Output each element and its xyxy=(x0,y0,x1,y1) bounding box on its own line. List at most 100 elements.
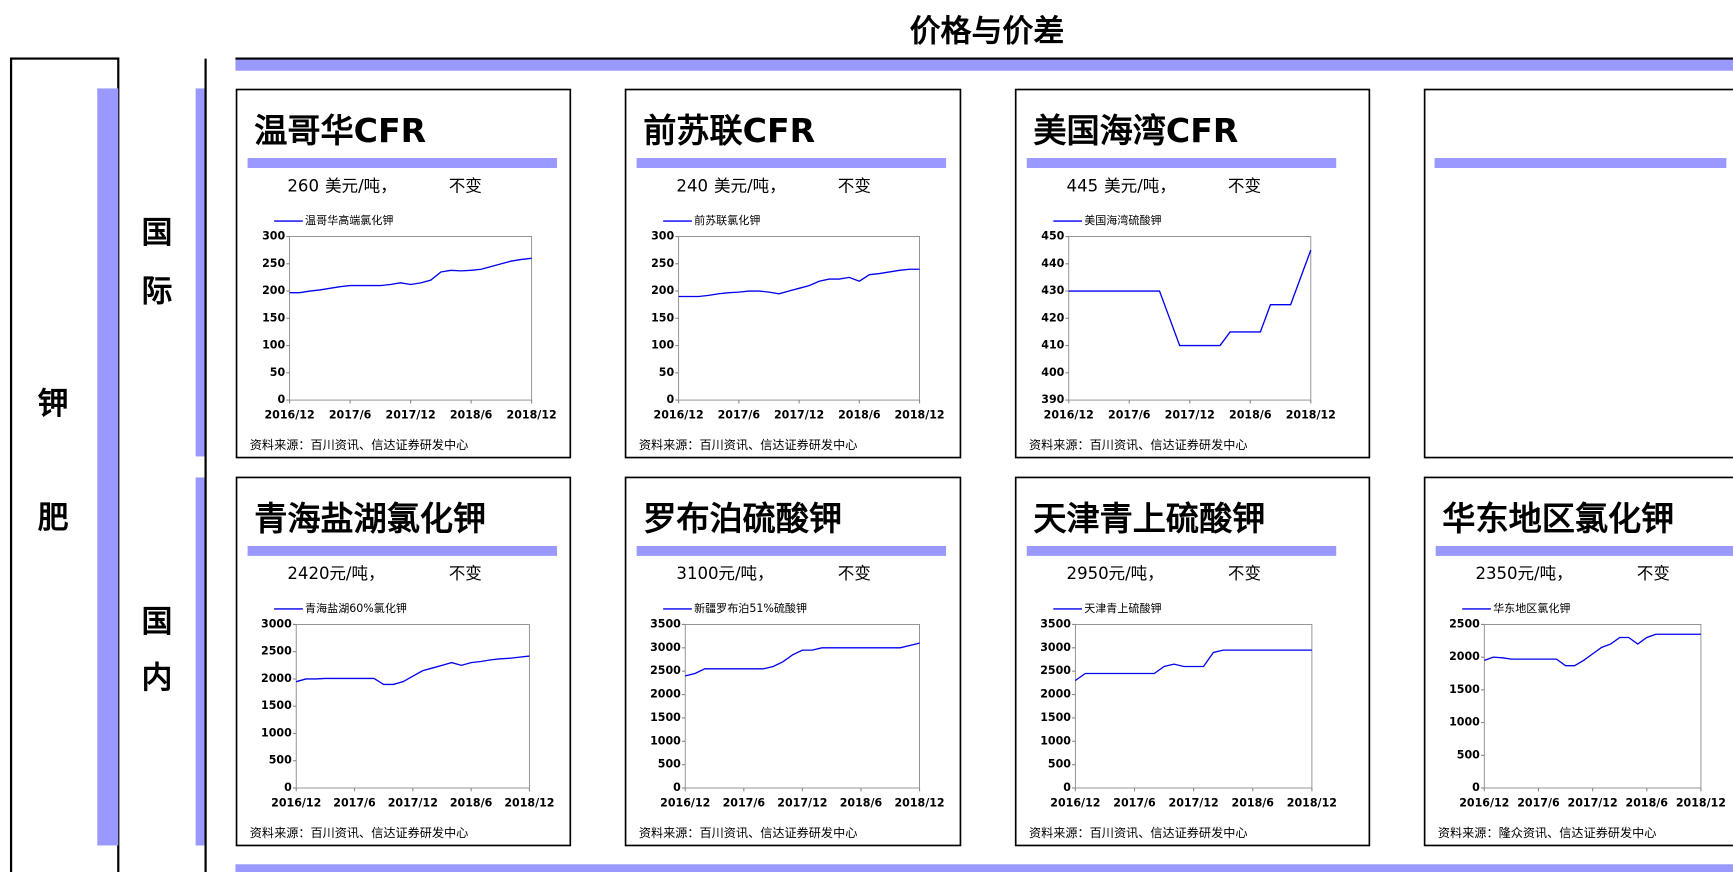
legend-label: 天津青上硫酸钾 xyxy=(1084,601,1161,615)
y-tick-label: 50 xyxy=(270,366,286,379)
change: 不变 xyxy=(1228,564,1261,583)
unit: 元/吨， xyxy=(329,564,384,583)
x-tick-label: 2016/12 xyxy=(1050,796,1100,809)
x-tick-label: 2017/6 xyxy=(1517,796,1560,809)
panel-band xyxy=(247,158,558,168)
x-tick-label: 2017/6 xyxy=(1108,409,1151,422)
legend-label: 华东地区氯化钾 xyxy=(1493,601,1570,615)
x-tick-label: 2018/6 xyxy=(450,409,493,422)
panel-title: 罗布泊硫酸钾 xyxy=(643,499,842,538)
source: 资料来源：百川资讯、信达证券研发中心 xyxy=(1029,437,1248,452)
x-tick-label: 2017/6 xyxy=(333,796,376,809)
side-band xyxy=(195,477,206,846)
source: 资料来源：隆众资讯、信达证券研发中心 xyxy=(1438,825,1657,840)
y-tick-label: 500 xyxy=(658,758,681,771)
y-tick-label: 2000 xyxy=(1449,650,1480,663)
side-band xyxy=(195,88,206,457)
x-tick-label: 2018/6 xyxy=(1229,409,1272,422)
legend-label: 新疆罗布泊51%硫酸钾 xyxy=(694,601,807,615)
x-tick-label: 2018/12 xyxy=(894,409,944,422)
bottom-band xyxy=(235,864,1733,872)
panel xyxy=(1014,476,1371,847)
y-tick-label: 150 xyxy=(262,311,285,324)
legend-label: 前苏联氯化钾 xyxy=(694,213,760,227)
y-tick-label: 0 xyxy=(277,393,285,406)
price: 240 xyxy=(676,176,708,195)
x-tick-label: 2018/6 xyxy=(450,796,493,809)
change: 不变 xyxy=(1228,176,1261,195)
panel xyxy=(624,88,962,459)
x-tick-label: 2017/12 xyxy=(386,409,436,422)
x-tick-label: 2018/12 xyxy=(504,796,554,809)
series-line xyxy=(1074,649,1312,682)
source: 资料来源：百川资讯、信达证券研发中心 xyxy=(639,825,858,840)
x-tick-label: 2017/12 xyxy=(774,409,824,422)
panel-band xyxy=(636,545,947,556)
price: 445 xyxy=(1067,176,1099,195)
region-label: 国 xyxy=(141,604,172,640)
panel-title: 温哥华CFR xyxy=(254,111,426,150)
panel xyxy=(1423,476,1733,847)
price: 2420 xyxy=(287,564,329,583)
category-label: 肥 xyxy=(38,500,69,536)
x-tick-label: 2018/12 xyxy=(1676,796,1726,809)
unit: 元/吨， xyxy=(718,564,773,583)
unit: 美元/吨， xyxy=(1104,176,1176,195)
page-title: 价格与价差 xyxy=(910,14,1065,50)
x-tick-label: 2017/12 xyxy=(388,796,438,809)
y-tick-label: 300 xyxy=(651,230,674,243)
y-tick-label: 0 xyxy=(1472,781,1480,794)
series-line xyxy=(685,642,920,677)
x-tick-label: 2017/12 xyxy=(1165,409,1215,422)
series-line xyxy=(296,655,530,686)
panel-band xyxy=(1434,158,1727,168)
source: 资料来源：百川资讯、信达证券研发中心 xyxy=(639,437,858,452)
unit: 元/吨， xyxy=(1517,564,1572,583)
x-tick-label: 2016/12 xyxy=(660,796,710,809)
unit: 美元/吨， xyxy=(325,176,397,195)
y-tick-label: 150 xyxy=(651,311,674,324)
x-tick-label: 2017/6 xyxy=(1113,796,1156,809)
source: 资料来源：百川资讯、信达证券研发中心 xyxy=(250,825,469,840)
change: 不变 xyxy=(449,564,482,583)
top-band xyxy=(235,58,1733,71)
x-tick-label: 2018/12 xyxy=(507,409,557,422)
y-tick-label: 3500 xyxy=(650,617,681,630)
panel-band xyxy=(1026,158,1337,168)
y-tick-label: 500 xyxy=(269,754,292,767)
x-tick-label: 2018/6 xyxy=(1232,796,1275,809)
x-tick-label: 2018/6 xyxy=(840,796,883,809)
x-tick-label: 2017/6 xyxy=(718,409,761,422)
panel-title: 华东地区氯化钾 xyxy=(1442,499,1674,538)
y-tick-label: 300 xyxy=(262,230,285,243)
y-tick-label: 250 xyxy=(262,257,285,270)
y-tick-label: 2500 xyxy=(1449,617,1480,630)
x-tick-label: 2017/12 xyxy=(1169,796,1219,809)
y-tick-label: 3500 xyxy=(1040,617,1071,630)
y-tick-label: 1000 xyxy=(1449,716,1480,729)
y-tick-label: 430 xyxy=(1041,284,1064,297)
y-tick-label: 1000 xyxy=(1040,734,1071,747)
category-label: 钾 xyxy=(38,386,69,422)
series-line xyxy=(1068,249,1312,347)
series-line xyxy=(289,257,532,294)
x-tick-label: 2018/12 xyxy=(1286,409,1336,422)
change: 不变 xyxy=(838,564,871,583)
x-tick-label: 2016/12 xyxy=(271,796,321,809)
legend-label: 温哥华高端氯化钾 xyxy=(305,213,393,227)
unit: 美元/吨， xyxy=(714,176,786,195)
side-band xyxy=(97,88,119,846)
region-label: 际 xyxy=(141,273,172,309)
change: 不变 xyxy=(449,176,482,195)
y-tick-label: 0 xyxy=(1063,781,1071,794)
panel-band xyxy=(1435,545,1733,556)
y-tick-label: 410 xyxy=(1041,339,1064,352)
y-tick-label: 2500 xyxy=(261,645,292,658)
legend-label: 青海盐湖60%氯化钾 xyxy=(305,601,407,615)
y-tick-label: 0 xyxy=(284,781,292,794)
y-tick-label: 3000 xyxy=(261,617,292,630)
y-tick-label: 0 xyxy=(673,781,681,794)
y-tick-label: 100 xyxy=(651,339,674,352)
x-tick-label: 2018/6 xyxy=(1626,796,1669,809)
